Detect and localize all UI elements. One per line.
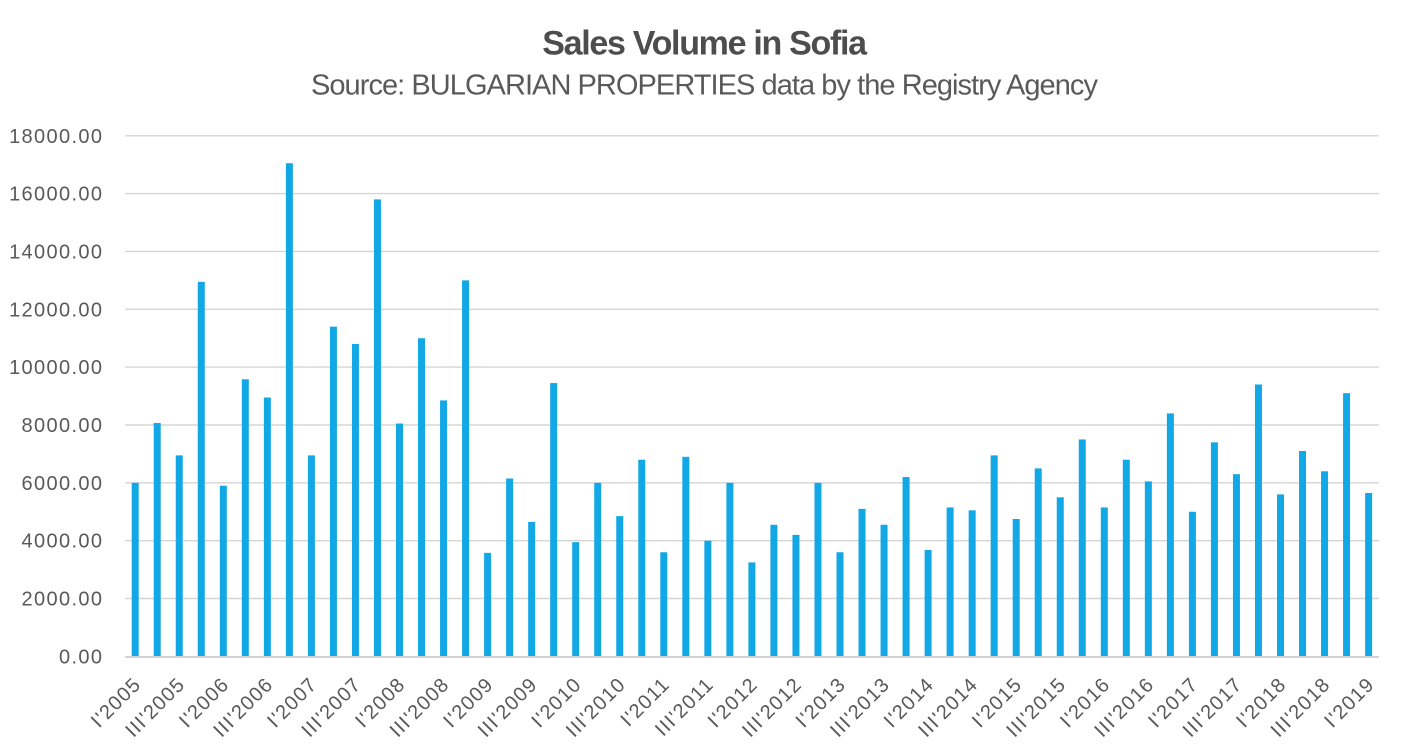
svg-text:Source: BULGARIAN PROPERTIES d: Source: BULGARIAN PROPERTIES data by the… bbox=[311, 70, 1098, 102]
svg-text:8000.00: 8000.00 bbox=[22, 415, 104, 437]
svg-text:16000.00: 16000.00 bbox=[9, 184, 103, 206]
svg-text:2000.00: 2000.00 bbox=[22, 589, 104, 611]
svg-text:0.00: 0.00 bbox=[59, 646, 103, 668]
svg-text:6000.00: 6000.00 bbox=[22, 473, 104, 495]
svg-text:Sales Volume in Sofia: Sales Volume in Sofia bbox=[542, 25, 868, 63]
svg-text:I'2019: I'2019 bbox=[1320, 673, 1379, 732]
svg-text:4000.00: 4000.00 bbox=[22, 531, 104, 553]
svg-text:14000.00: 14000.00 bbox=[9, 241, 103, 263]
svg-text:18000.00: 18000.00 bbox=[9, 126, 103, 148]
svg-text:12000.00: 12000.00 bbox=[9, 299, 103, 321]
svg-text:10000.00: 10000.00 bbox=[9, 357, 103, 379]
